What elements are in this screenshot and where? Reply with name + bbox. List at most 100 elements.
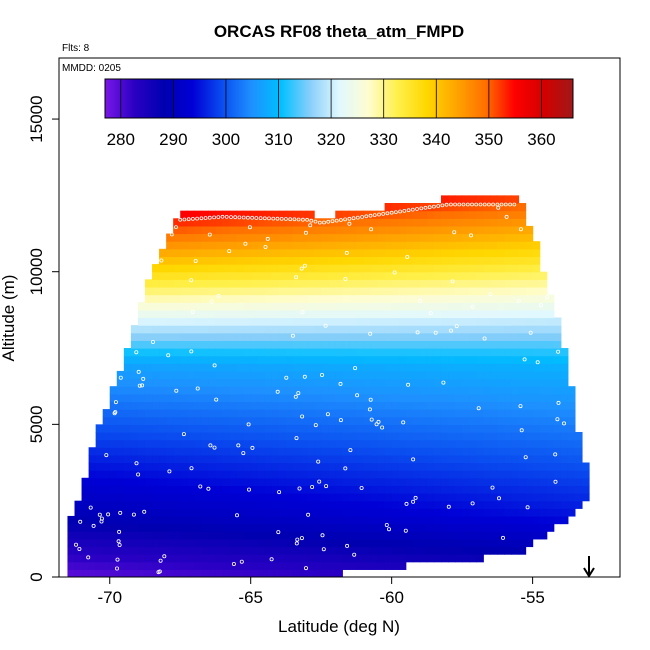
field-cell xyxy=(243,508,252,517)
field-cell xyxy=(278,279,287,288)
field-cell xyxy=(525,454,534,464)
field-cell xyxy=(278,286,287,296)
field-cell xyxy=(518,294,527,303)
sample-point xyxy=(338,381,343,386)
sample-point xyxy=(406,208,411,213)
field-cell xyxy=(462,416,470,425)
field-cell xyxy=(342,309,350,319)
field-cell xyxy=(152,424,160,433)
field-cell xyxy=(525,470,534,479)
field-cell xyxy=(264,569,273,577)
field-cell xyxy=(208,370,217,380)
field-cell xyxy=(455,218,463,227)
field-cell xyxy=(180,393,188,403)
sample-point xyxy=(441,380,446,385)
field-cell xyxy=(356,447,365,456)
field-cell xyxy=(173,355,181,364)
field-cell xyxy=(433,393,442,403)
field-cell xyxy=(144,355,153,364)
field-cell xyxy=(448,355,456,364)
field-cell xyxy=(546,409,555,418)
field-cell xyxy=(116,561,125,570)
field-cell xyxy=(391,531,400,540)
field-cell xyxy=(525,493,534,502)
field-cell xyxy=(307,431,315,441)
field-cell xyxy=(469,454,477,464)
field-cell xyxy=(412,554,421,563)
sample-point xyxy=(290,333,295,338)
field-cell xyxy=(349,477,358,487)
field-cell xyxy=(511,355,520,364)
field-cell xyxy=(144,401,153,410)
field-cell xyxy=(152,355,160,364)
field-cell xyxy=(405,462,414,471)
field-cell xyxy=(187,493,195,502)
field-cell xyxy=(208,485,217,494)
field-cell xyxy=(433,317,442,326)
field-cell xyxy=(419,485,428,494)
field-cell xyxy=(462,355,470,364)
field-cell xyxy=(335,493,343,502)
field-cell xyxy=(180,531,188,540)
sample-point xyxy=(195,386,200,391)
field-cell xyxy=(307,294,315,303)
field-cell xyxy=(109,538,118,548)
field-cell xyxy=(292,409,301,418)
field-cell xyxy=(300,454,308,464)
field-cell xyxy=(469,286,477,296)
field-cell xyxy=(236,554,245,563)
field-cell xyxy=(307,279,315,288)
field-cell xyxy=(130,355,139,364)
field-cell xyxy=(476,454,484,464)
field-cell xyxy=(412,225,421,235)
field-cell xyxy=(356,241,365,250)
field-cell xyxy=(292,340,301,349)
field-cell xyxy=(292,431,301,441)
field-cell xyxy=(391,508,400,517)
field-cell xyxy=(349,546,358,555)
field-cell xyxy=(525,256,534,265)
field-cell xyxy=(370,439,379,448)
field-cell xyxy=(285,462,294,471)
field-cell xyxy=(271,241,280,250)
field-cell xyxy=(483,447,491,456)
field-cell xyxy=(440,225,449,235)
field-cell xyxy=(356,286,365,296)
field-cell xyxy=(469,271,477,280)
field-cell xyxy=(201,447,210,456)
field-cell xyxy=(455,515,463,525)
field-cell xyxy=(201,363,210,372)
field-cell xyxy=(130,523,139,532)
field-cell xyxy=(476,203,484,212)
field-cell xyxy=(215,538,224,548)
field-cell xyxy=(426,340,435,349)
field-cell xyxy=(511,370,520,380)
field-cell xyxy=(511,348,520,357)
field-cell xyxy=(335,386,343,395)
field-cell xyxy=(201,477,210,487)
field-cell xyxy=(391,431,400,441)
field-cell xyxy=(109,500,118,509)
field-cell xyxy=(144,554,153,563)
field-cell xyxy=(307,233,315,242)
field-cell xyxy=(144,538,153,548)
field-cell xyxy=(412,515,421,525)
field-cell xyxy=(201,439,210,448)
field-cell xyxy=(398,286,407,296)
field-cell xyxy=(518,286,527,296)
field-cell xyxy=(398,218,407,227)
field-cell xyxy=(455,386,463,395)
field-cell xyxy=(511,225,520,235)
field-cell xyxy=(250,454,259,464)
field-cell xyxy=(314,378,322,387)
field-cell xyxy=(398,317,407,326)
colorbar-tick-label: 280 xyxy=(107,130,135,149)
field-cell xyxy=(187,363,195,372)
field-cell xyxy=(497,401,506,410)
field-cell xyxy=(539,340,548,349)
sample-point xyxy=(190,309,195,314)
field-cell xyxy=(95,447,104,456)
field-cell xyxy=(483,309,491,319)
field-cell xyxy=(208,241,217,250)
field-cell xyxy=(243,454,252,464)
